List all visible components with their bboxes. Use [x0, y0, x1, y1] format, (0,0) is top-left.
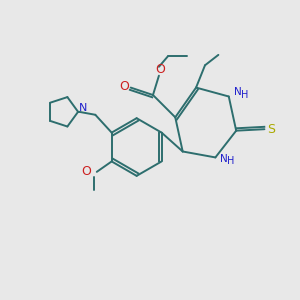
Text: N: N [220, 154, 228, 164]
Text: O: O [119, 80, 129, 93]
Text: H: H [227, 156, 235, 166]
Text: O: O [155, 63, 165, 76]
Text: H: H [241, 90, 248, 100]
Text: O: O [82, 165, 92, 178]
Text: N: N [234, 87, 242, 97]
Text: S: S [267, 123, 275, 136]
Text: N: N [79, 103, 88, 113]
